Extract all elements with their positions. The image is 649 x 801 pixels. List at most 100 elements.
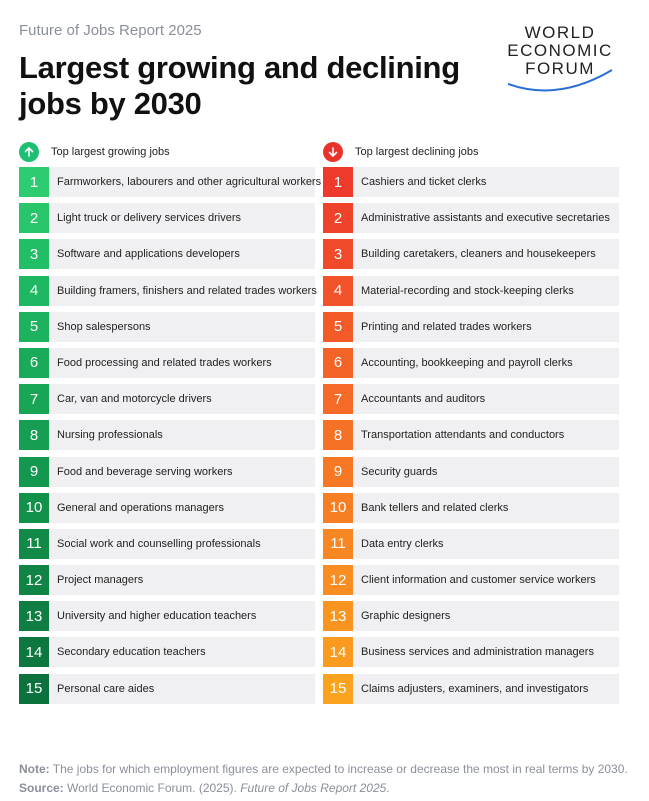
job-title: Farmworkers, labourers and other agricul… (57, 176, 322, 188)
growing-job-row: 5 Shop salespersons (19, 311, 315, 342)
growing-jobs-heading: Top largest growing jobs (51, 146, 170, 158)
declining-job-row: 8 Transportation attendants and conductor… (323, 420, 619, 451)
note-text: The jobs for which employment figures ar… (49, 762, 628, 776)
job-title: Software and applications developers (57, 248, 240, 261)
source-text: World Economic Forum. (2025). (63, 781, 241, 795)
growing-job-row: 11 Social work and counselling profession… (19, 528, 315, 559)
rank-badge: 10 (19, 492, 49, 523)
job-title: Building framers, finishers and related … (57, 284, 317, 297)
rank-badge: 12 (323, 565, 353, 596)
arrow-down-icon (323, 142, 343, 162)
rank-badge: 3 (323, 239, 353, 270)
growing-jobs-column: Top largest growing jobs 1 Farmworkers, l… (19, 140, 321, 710)
rank-badge: 6 (323, 347, 353, 378)
rank-badge: 1 (323, 167, 353, 197)
declining-jobs-heading: Top largest declining jobs (355, 146, 479, 158)
rank-badge: 8 (323, 420, 353, 451)
job-title: Business services and administration man… (361, 646, 594, 659)
job-title: Printing and related trades workers (361, 320, 532, 333)
growing-jobs-list: 1 Farmworkers, labourers and other agricu… (19, 167, 321, 704)
job-title: Social work and counselling professional… (57, 537, 261, 550)
declining-job-row: 11 Data entry clerks (323, 528, 619, 559)
source-title: Future of Jobs Report 2025 (240, 781, 387, 795)
rank-badge: 11 (323, 528, 353, 559)
growing-job-row: 12 Project managers (19, 565, 315, 596)
growing-job-row: 6 Food processing and related trades work… (19, 347, 315, 378)
growing-job-row: 1 Farmworkers, labourers and other agricu… (19, 167, 321, 197)
job-title: Food processing and related trades worke… (57, 356, 272, 369)
source-label: Source: (19, 781, 64, 795)
declining-job-row: 5 Printing and related trades workers (323, 311, 619, 342)
rank-badge: 11 (19, 528, 49, 559)
wef-logo: WORLD ECONOMIC FORUM (500, 22, 620, 92)
job-title: Secondary education teachers (57, 646, 206, 659)
logo-line-3: FORUM (525, 59, 595, 78)
declining-job-row: 3 Building caretakers, cleaners and house… (323, 239, 619, 270)
arrow-up-icon (19, 142, 39, 162)
job-title: Claims adjusters, examiners, and investi… (361, 682, 589, 695)
logo-line-2: ECONOMIC (507, 41, 613, 60)
job-title: General and operations managers (57, 501, 224, 514)
rank-badge: 5 (323, 311, 353, 342)
note-label: Note: (19, 762, 50, 776)
job-title: Car, van and motorcycle drivers (57, 393, 212, 406)
rank-badge: 5 (19, 311, 49, 342)
job-title: Client information and customer service … (361, 574, 596, 587)
growing-jobs-header: Top largest growing jobs (19, 140, 315, 164)
job-title: Project managers (57, 574, 144, 587)
declining-job-row: 13 Graphic designers (323, 601, 619, 632)
job-title: Building caretakers, cleaners and housek… (361, 248, 596, 261)
job-title: Cashiers and ticket clerks (361, 176, 487, 188)
rank-badge: 2 (323, 203, 353, 234)
rank-badge: 6 (19, 347, 49, 378)
report-kicker: Future of Jobs Report 2025 (19, 22, 202, 39)
declining-job-row: 15 Claims adjusters, examiners, and inves… (323, 673, 619, 704)
declining-job-row: 2 Administrative assistants and executive… (323, 203, 619, 234)
job-title: Personal care aides (57, 682, 155, 695)
job-title: Accounting, bookkeeping and payroll cler… (361, 356, 573, 369)
rank-badge: 15 (19, 673, 49, 704)
rank-badge: 4 (323, 275, 353, 306)
rank-badge: 7 (19, 384, 49, 415)
logo-line-1: WORLD (524, 23, 596, 42)
job-title: Light truck or delivery services drivers (57, 212, 242, 225)
growing-job-row: 15 Personal care aides (19, 673, 315, 704)
rank-badge: 8 (19, 420, 49, 451)
source-end: . (386, 781, 390, 795)
declining-job-row: 14 Business services and administration m… (323, 637, 619, 668)
growing-job-row: 10 General and operations managers (19, 492, 315, 523)
growing-job-row: 7 Car, van and motorcycle drivers (19, 384, 315, 415)
growing-job-row: 9 Food and beverage serving workers (19, 456, 315, 487)
declining-job-row: 4 Material-recording and stock-keeping cl… (323, 275, 619, 306)
growing-job-row: 8 Nursing professionals (19, 420, 315, 451)
declining-job-row: 10 Bank tellers and related clerks (323, 492, 619, 523)
rank-badge: 7 (323, 384, 353, 415)
declining-jobs-header: Top largest declining jobs (323, 140, 619, 164)
growing-job-row: 2 Light truck or delivery services driver… (19, 203, 315, 234)
rank-badge: 9 (323, 456, 353, 487)
job-title: Security guards (361, 465, 438, 478)
growing-job-row: 4 Building framers, finishers and related… (19, 275, 317, 306)
rank-badge: 4 (19, 275, 49, 306)
job-title: University and higher education teachers (57, 610, 257, 623)
job-title: Accountants and auditors (361, 393, 486, 406)
rank-badge: 9 (19, 456, 49, 487)
footnote: Note: The jobs for which employment figu… (19, 762, 628, 776)
declining-job-row: 12 Client information and customer servic… (323, 565, 619, 596)
job-title: Material-recording and stock-keeping cle… (361, 284, 574, 297)
rank-badge: 13 (323, 601, 353, 632)
growing-job-row: 13 University and higher education teache… (19, 601, 315, 632)
job-title: Bank tellers and related clerks (361, 501, 509, 514)
declining-jobs-list: 1 Cashiers and ticket clerks 2 Administrati… (323, 167, 619, 704)
growing-job-row: 14 Secondary education teachers (19, 637, 315, 668)
rank-badge: 15 (323, 673, 353, 704)
growing-job-row: 3 Software and applications developers (19, 239, 315, 270)
job-title: Nursing professionals (57, 429, 163, 442)
declining-job-row: 1 Cashiers and ticket clerks (323, 167, 619, 197)
rank-badge: 13 (19, 601, 49, 632)
job-title: Graphic designers (361, 610, 451, 623)
rank-badge: 3 (19, 239, 49, 270)
declining-jobs-column: Top largest declining jobs 1 Cashiers and… (323, 140, 619, 710)
rank-badge: 10 (323, 492, 353, 523)
declining-job-row: 9 Security guards (323, 456, 619, 487)
